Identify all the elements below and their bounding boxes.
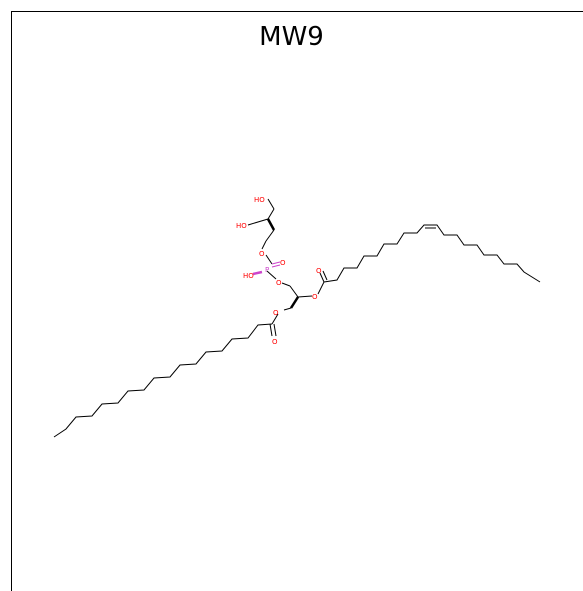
- glycerol-backbone: [283, 285, 313, 311]
- canvas-frame: [11, 11, 583, 591]
- hydroxyl-label: HO: [243, 272, 254, 280]
- oleoyl-chain: [317, 224, 541, 295]
- atom-labels: HO HO O P O HO O O O O O: [236, 196, 322, 346]
- hydroxyl-label: HO: [236, 222, 247, 230]
- stearoyl-chain: [53, 313, 279, 438]
- molecule-title: MW9: [259, 22, 324, 52]
- hydroxyl-label: HO: [254, 196, 265, 204]
- oxygen-label: O: [280, 259, 286, 267]
- phosphate-group: [252, 261, 291, 287]
- oxygen-label: O: [312, 293, 318, 301]
- glycerol-headgroup: [247, 198, 276, 265]
- phosphorus-label: P: [265, 266, 269, 274]
- oxygen-label: O: [276, 279, 282, 287]
- oxygen-label: O: [316, 267, 322, 275]
- oxygen-label: O: [272, 338, 278, 346]
- oxygen-label: O: [273, 309, 279, 317]
- oxygen-label: O: [259, 250, 265, 258]
